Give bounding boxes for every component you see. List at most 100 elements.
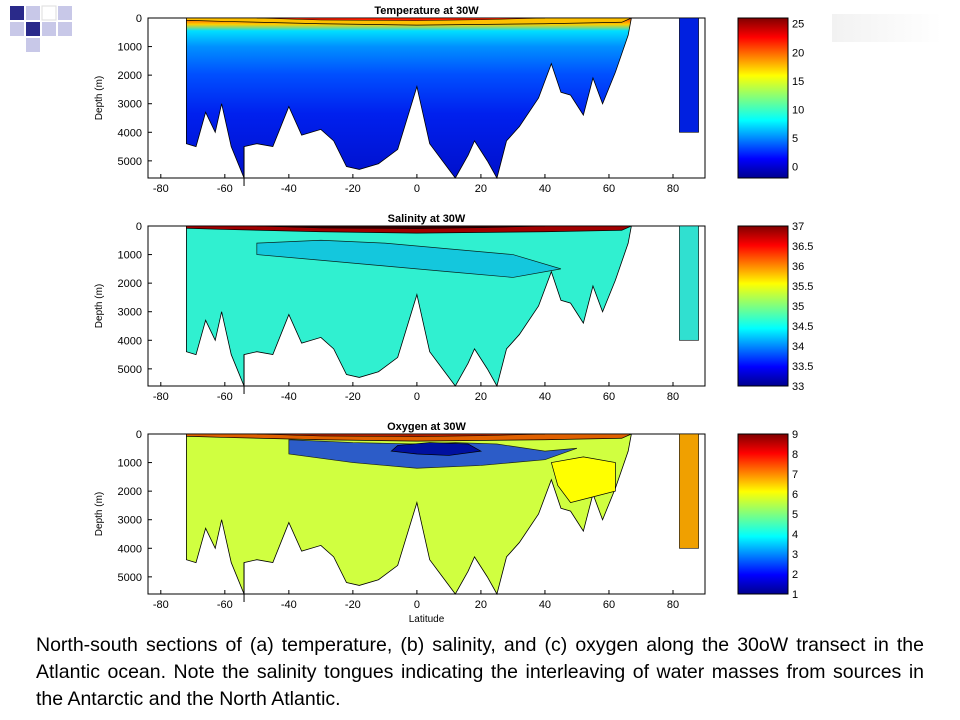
y-tick-label: 3000 [118, 99, 142, 111]
colorbar-tick-label: 25 [792, 19, 804, 31]
x-tick-label: 20 [475, 599, 487, 611]
y-tick-label: 5000 [118, 364, 142, 376]
colorbar-tick-label: 34 [792, 341, 804, 353]
surface-maximum [256, 17, 545, 21]
panel-title: Oxygen at 30W [387, 421, 466, 433]
y-tick-label: 1000 [118, 42, 142, 54]
colorbar-tick-label: 1 [792, 589, 798, 601]
x-tick-label: -80 [153, 183, 169, 195]
colorbar-tick-label: 9 [792, 429, 798, 441]
y-axis-label: Depth (m) [94, 76, 105, 120]
x-tick-label: 20 [475, 183, 487, 195]
surface-layer [186, 225, 632, 234]
y-tick-label: 0 [136, 429, 142, 441]
x-tick-label: 0 [414, 183, 420, 195]
colorbar-tick-label: 4 [792, 529, 798, 541]
x-tick-label: 60 [603, 599, 615, 611]
x-tick-label: -60 [217, 183, 233, 195]
colorbar-tick-label: 33.5 [792, 361, 813, 373]
figure-caption: North-south sections of (a) temperature,… [36, 634, 924, 710]
y-tick-label: 4000 [118, 335, 142, 347]
arctic-strip [679, 17, 699, 133]
y-tick-label: 5000 [118, 572, 142, 584]
colorbar-tick-label: 15 [792, 76, 804, 88]
surface-maximum [256, 433, 545, 437]
corner-decoration [832, 14, 942, 42]
panel-title: Salinity at 30W [388, 213, 466, 225]
y-tick-label: 3000 [118, 307, 142, 319]
x-tick-label: 40 [539, 183, 551, 195]
colorbar-tick-label: 37 [792, 221, 804, 233]
y-axis-label: Depth (m) [94, 492, 105, 536]
colorbar-tick-label: 35 [792, 301, 804, 313]
oxygen-minimum-core [390, 442, 483, 456]
surface-layer [186, 17, 632, 26]
y-tick-label: 5000 [118, 156, 142, 168]
colorbar-tick-label: 2 [792, 569, 798, 581]
x-tick-label: 60 [603, 183, 615, 195]
x-tick-label: -40 [281, 183, 297, 195]
surface-layer [186, 433, 632, 442]
y-tick-label: 0 [136, 221, 142, 233]
colorbar-tick-label: 34.5 [792, 321, 813, 333]
section-panel-3: Oxygen at 30W Depth (m) 0 1000 2000 3000 4000 5… [94, 421, 798, 625]
arctic-strip [679, 225, 699, 341]
x-tick-label: 20 [475, 391, 487, 403]
colorbar-tick-label: 35.5 [792, 281, 813, 293]
x-tick-label: -80 [153, 391, 169, 403]
colorbar-tick-label: 36.5 [792, 241, 813, 253]
colorbar-tick-label: 5 [792, 509, 798, 521]
x-tick-label: 0 [414, 599, 420, 611]
x-tick-label: 40 [539, 391, 551, 403]
y-tick-label: 4000 [118, 543, 142, 555]
colorbar [737, 433, 789, 595]
colorbar-tick-label: 33 [792, 381, 804, 393]
ocean-section [186, 17, 632, 180]
colorbar [737, 225, 789, 387]
y-tick-label: 0 [136, 13, 142, 25]
colorbar-tick-label: 5 [792, 133, 798, 145]
x-tick-label: -60 [217, 391, 233, 403]
y-tick-label: 2000 [118, 278, 142, 290]
y-tick-label: 4000 [118, 127, 142, 139]
colorbar-tick-label: 3 [792, 549, 798, 561]
x-tick-label: 0 [414, 391, 420, 403]
arctic-strip [679, 433, 699, 549]
x-tick-label: 80 [667, 599, 679, 611]
y-tick-label: 1000 [118, 458, 142, 470]
water-mass-tongue [256, 239, 562, 278]
x-tick-label: 60 [603, 391, 615, 403]
colorbar-tick-label: 10 [792, 104, 804, 116]
colorbar-tick-label: 20 [792, 47, 804, 59]
y-tick-label: 1000 [118, 250, 142, 262]
x-tick-label: -20 [345, 391, 361, 403]
north-atlantic-water [550, 456, 616, 503]
colorbar-tick-label: 36 [792, 261, 804, 273]
x-tick-label: 40 [539, 599, 551, 611]
x-tick-label: 80 [667, 391, 679, 403]
x-tick-label: -40 [281, 391, 297, 403]
ocean-section [186, 433, 632, 596]
y-tick-label: 2000 [118, 70, 142, 82]
x-tick-label: -20 [345, 183, 361, 195]
surface-maximum [256, 225, 545, 229]
x-axis-label: Latitude [409, 614, 445, 625]
panel-title: Temperature at 30W [374, 5, 479, 17]
colorbar-tick-label: 8 [792, 449, 798, 461]
colorbar-tick-label: 6 [792, 489, 798, 501]
x-tick-label: -60 [217, 599, 233, 611]
logo-squares-icon [10, 5, 72, 52]
y-tick-label: 2000 [118, 486, 142, 498]
y-tick-label: 3000 [118, 515, 142, 527]
colorbar-tick-label: 0 [792, 162, 798, 174]
colorbar [737, 17, 789, 179]
x-tick-label: -40 [281, 599, 297, 611]
y-axis-label: Depth (m) [94, 284, 105, 328]
colorbar-tick-label: 7 [792, 469, 798, 481]
x-tick-label: 80 [667, 183, 679, 195]
x-tick-label: -20 [345, 599, 361, 611]
x-tick-label: -80 [153, 599, 169, 611]
